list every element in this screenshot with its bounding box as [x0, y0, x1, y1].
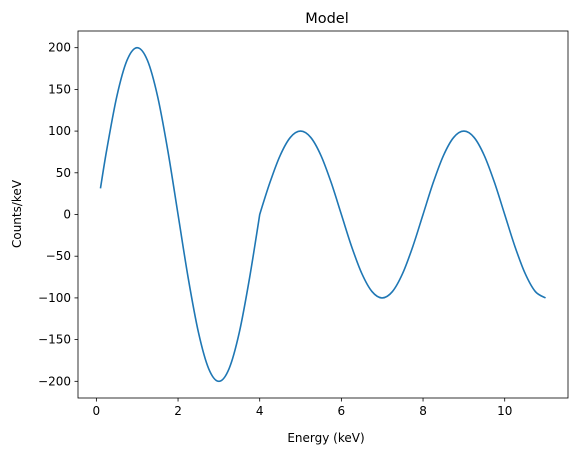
y-tick-label-8: 200 — [48, 41, 71, 55]
y-tick-label-4: 0 — [63, 208, 71, 222]
x-axis: 0 2 4 6 8 10 — [93, 398, 512, 418]
y-axis-label: Counts/keV — [10, 179, 24, 248]
x-axis-label: Energy (keV) — [287, 431, 364, 445]
x-tick-label-4: 8 — [419, 404, 427, 418]
series-layer — [99, 46, 546, 383]
plot-area — [78, 31, 568, 398]
y-tick-label-3: −50 — [46, 249, 71, 263]
y-axis: −200 −150 −100 −50 0 50 100 150 200 — [38, 41, 78, 388]
y-tick-label-6: 100 — [48, 124, 71, 138]
y-tick-label-0: −200 — [38, 374, 71, 388]
y-tick-label-7: 150 — [48, 82, 71, 96]
x-tick-label-1: 2 — [174, 404, 182, 418]
chart-title: Model — [305, 11, 349, 27]
plot-frame — [77, 30, 569, 399]
y-tick-label-5: 50 — [56, 166, 71, 180]
x-tick-label-2: 4 — [256, 404, 264, 418]
y-tick-label-1: −150 — [38, 333, 71, 347]
x-tick-label-5: 10 — [497, 404, 512, 418]
x-tick-label-3: 6 — [338, 404, 346, 418]
series-line-0 — [99, 46, 546, 383]
x-tick-label-0: 0 — [93, 404, 101, 418]
y-tick-label-2: −100 — [38, 291, 71, 305]
